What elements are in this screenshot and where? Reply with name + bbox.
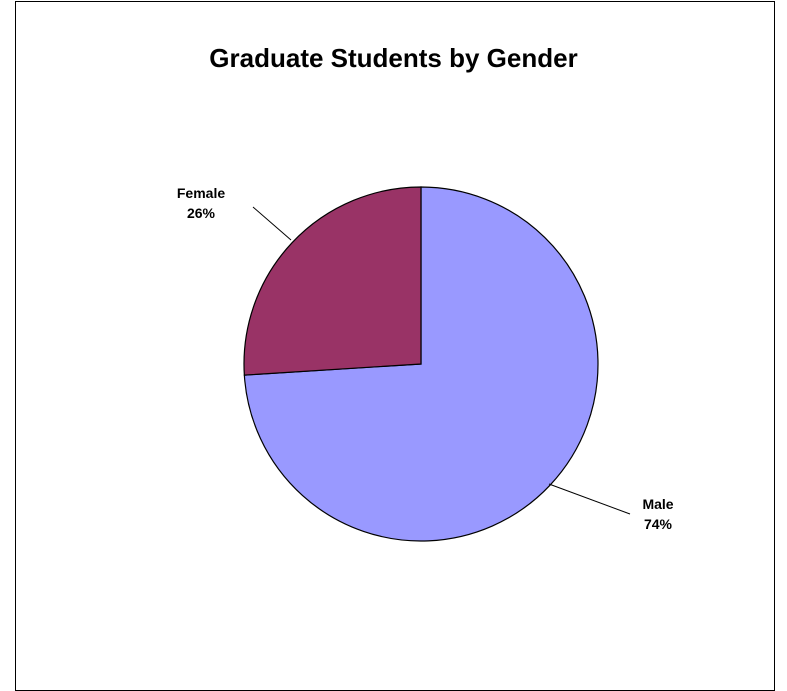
leader-line-male — [548, 483, 631, 515]
chart-title: Graduate Students by Gender — [209, 43, 578, 73]
slice-label-male: Male — [642, 496, 673, 512]
slice-labels: Male 74% Female 26% — [177, 185, 674, 532]
slice-label-female: Female — [177, 185, 225, 201]
pie-slice-female — [243, 186, 422, 376]
leader-lines — [252, 206, 631, 515]
slice-percent-male: 74% — [644, 516, 673, 532]
slice-percent-female: 26% — [187, 205, 216, 221]
leader-line-female — [252, 206, 292, 241]
pie-slices — [243, 186, 599, 542]
